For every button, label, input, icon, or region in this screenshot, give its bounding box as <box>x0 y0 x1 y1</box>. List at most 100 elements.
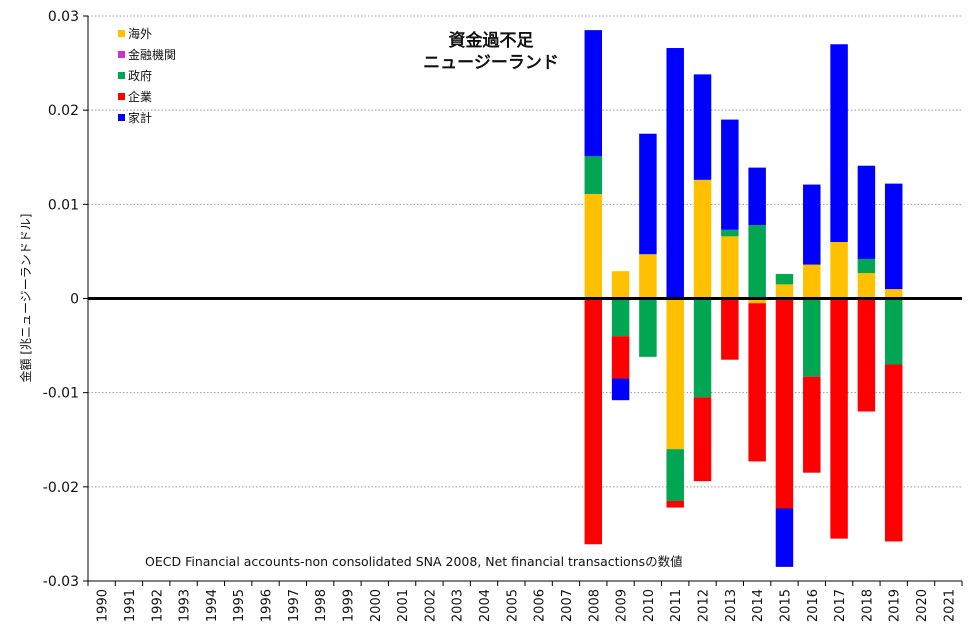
bar-2018-series-0 <box>857 273 876 299</box>
bar-2019-series-4 <box>884 183 903 290</box>
legend-swatch <box>118 72 125 79</box>
bar-2014-series-3 <box>748 303 766 462</box>
x-tick-label: 1991 <box>123 589 138 622</box>
bar-2008-series-2 <box>584 156 603 194</box>
bar-2016-series-3 <box>803 376 821 473</box>
y-tick-label: -0.02 <box>43 480 79 496</box>
x-tick-label: 2002 <box>423 589 438 622</box>
chart-title-line-2: ニュージーランド <box>423 53 559 73</box>
x-tick-label: 2021 <box>942 589 957 622</box>
x-tick-label: 1996 <box>260 589 275 622</box>
bar-2019-series-2 <box>884 298 903 365</box>
bar-2018-series-3 <box>857 298 876 412</box>
x-tick-label: 2005 <box>505 589 520 622</box>
x-tick-label: 2010 <box>642 589 657 622</box>
x-tick-label: 2009 <box>615 589 630 622</box>
legend-swatch <box>118 114 125 121</box>
bar-2014-series-2 <box>748 225 766 299</box>
legend-label: 政府 <box>128 68 152 83</box>
bar-2012-series-0 <box>693 179 712 299</box>
bar-2016-series-2 <box>803 298 821 377</box>
x-tick-labels: 1990 1991 1992 1993 1994 1995 1996 1997 1998 1999… <box>96 589 958 622</box>
bar-2008-series-3 <box>584 298 603 545</box>
bar-2018-series-4 <box>857 165 876 259</box>
bar-2011-series-0 <box>666 298 684 450</box>
bar-2015-series-0 <box>775 284 794 299</box>
legend-label: 金融機関 <box>128 47 176 62</box>
x-tick-label: 2019 <box>888 589 903 622</box>
bar-2015-series-4 <box>775 508 794 567</box>
x-tick-label: 2014 <box>751 589 766 622</box>
bar-2009-series-0 <box>611 271 630 299</box>
bar-2015-series-2 <box>775 274 794 285</box>
bar-2009-series-3 <box>611 336 630 379</box>
x-tick-label: 1990 <box>96 589 111 622</box>
bar-2010-series-2 <box>639 298 657 357</box>
bar-2011-series-3 <box>666 500 684 508</box>
x-tick-label: 2003 <box>451 589 466 622</box>
y-axis-label: 金額 [兆ニュージーランドドル] <box>18 214 33 383</box>
y-tick-label: -0.01 <box>43 386 79 402</box>
legend-swatch <box>118 30 125 37</box>
x-tick-label: 2018 <box>860 589 875 622</box>
legend-label: 家計 <box>128 110 152 125</box>
y-tick-label: 0.03 <box>48 9 79 25</box>
x-tick-label: 2015 <box>778 589 793 622</box>
bar-2010-series-0 <box>639 254 657 299</box>
bar-2013-series-4 <box>721 119 739 230</box>
bar-2017-series-4 <box>830 44 848 242</box>
bar-2009-series-4 <box>611 378 630 401</box>
bar-2014-series-4 <box>748 167 766 226</box>
bar-2013-series-3 <box>721 298 739 360</box>
bar-2008-series-0 <box>584 193 603 299</box>
x-tick-label: 2016 <box>806 589 821 622</box>
y-tick-label: 0.01 <box>48 197 79 213</box>
x-tick-label: 2017 <box>833 589 848 622</box>
x-tick-label: 1992 <box>150 589 165 622</box>
x-tick-label: 1994 <box>205 589 220 622</box>
x-tick-label: 1997 <box>287 589 302 622</box>
y-tick-label: 0.02 <box>48 103 79 119</box>
bar-2015-series-3 <box>775 298 794 509</box>
x-tick-label: 2013 <box>724 589 739 622</box>
legend-label: 海外 <box>128 26 152 41</box>
bar-2011-series-2 <box>666 449 684 501</box>
bar-2009-series-2 <box>611 298 630 337</box>
chart-title-line-1: 資金過不足 <box>449 30 534 51</box>
x-tick-label: 2004 <box>478 589 493 622</box>
axes <box>83 15 963 586</box>
bar-2010-series-4 <box>639 133 657 255</box>
legend-label: 企業 <box>128 89 152 104</box>
legend-swatch <box>118 93 125 100</box>
x-tick-label: 1993 <box>178 589 193 622</box>
bars <box>584 30 903 567</box>
x-tick-label: 2006 <box>533 589 548 622</box>
bar-2012-series-2 <box>693 298 712 398</box>
y-tick-label: -0.03 <box>43 574 79 590</box>
bar-2018-series-2 <box>857 258 876 274</box>
x-tick-label: 2012 <box>697 589 712 622</box>
x-tick-label: 2000 <box>369 589 384 622</box>
x-tick-label: 2001 <box>396 589 411 622</box>
bar-2019-series-0 <box>884 289 903 299</box>
y-tick-label: 0 <box>70 292 79 308</box>
x-tick-label: 2007 <box>560 589 575 622</box>
bar-2013-series-2 <box>721 229 739 237</box>
bar-2011-series-4 <box>666 48 684 299</box>
bar-2017-series-3 <box>830 298 848 539</box>
x-tick-label: 2020 <box>915 589 930 622</box>
bar-2016-series-0 <box>803 264 821 299</box>
x-tick-label: 1999 <box>341 589 356 622</box>
bar-2017-series-0 <box>830 242 848 299</box>
bar-2016-series-4 <box>803 184 821 265</box>
legend-swatch <box>118 51 125 58</box>
bar-2008-series-4 <box>584 30 603 157</box>
x-tick-label: 1995 <box>232 589 247 622</box>
x-tick-label: 2008 <box>587 589 602 622</box>
bar-2013-series-0 <box>721 236 739 299</box>
source-note: OECD Financial accounts-non consolidated… <box>145 554 683 569</box>
y-tick-labels: -0.03 -0.02 -0.01 0 0.01 0.02 0.03 <box>43 9 79 590</box>
bar-2012-series-4 <box>693 74 712 180</box>
bar-2014-series-0 <box>748 298 766 304</box>
